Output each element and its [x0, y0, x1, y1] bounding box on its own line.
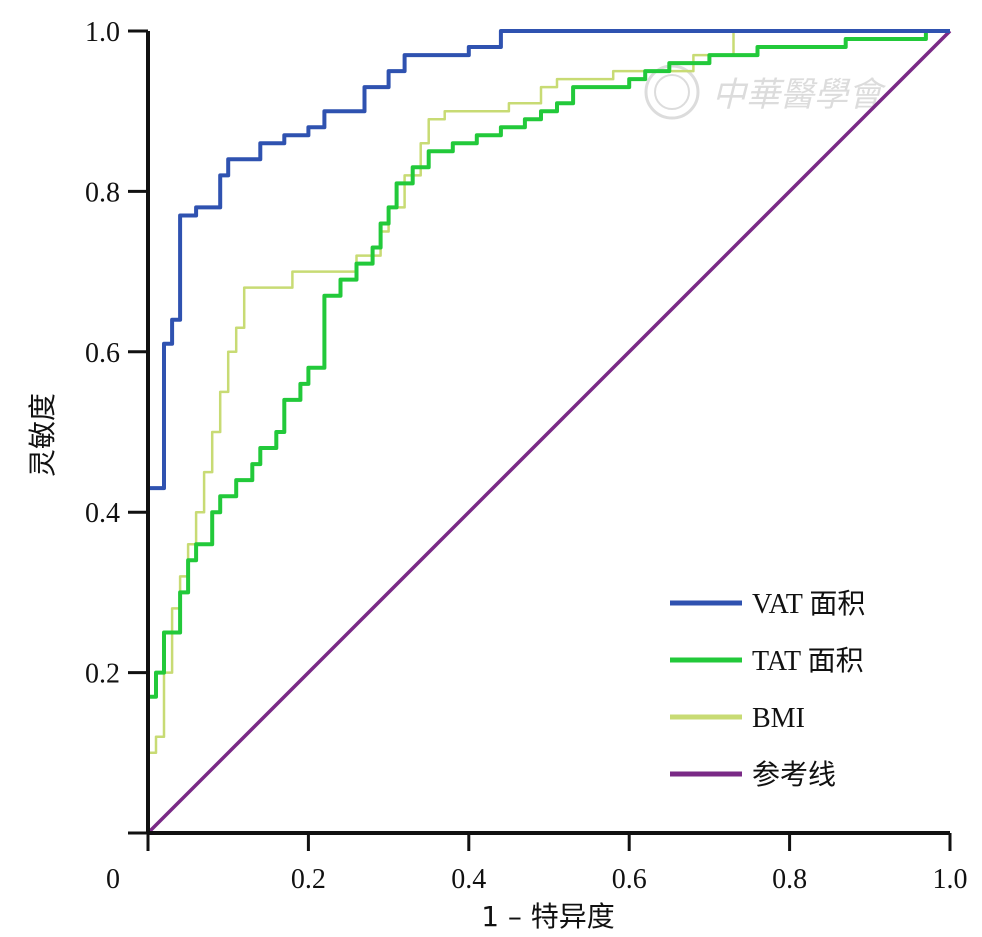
y-tick-label: 1.0	[85, 17, 120, 48]
axes: 0 0.2 0.4 0.6 0.8 1.0 0.2 0.4 0.6 0.8 1.0	[85, 17, 968, 895]
y-axis-title: 灵敏度	[26, 393, 59, 477]
series-line-1	[146, 29, 950, 833]
series-line-0	[146, 29, 950, 833]
legend-label: TAT 面积	[752, 646, 864, 677]
y-tick-label: 0.2	[85, 659, 120, 690]
y-tick-label: 0.4	[85, 498, 120, 529]
series-line-2	[146, 29, 950, 833]
x-axis-title: 1 – 特异度	[481, 900, 615, 933]
legend-label: VAT 面积	[752, 589, 865, 620]
y-tick-label: 0.8	[85, 177, 120, 208]
plot-area	[146, 29, 952, 835]
watermark-seal-inner	[654, 74, 690, 110]
x-tick-label: 0.2	[291, 864, 326, 895]
x-tick-label: 0.8	[772, 864, 807, 895]
legend-label: 参考线	[752, 759, 836, 791]
watermark-seal	[644, 64, 700, 120]
x-tick-label: 0.6	[612, 864, 647, 895]
legend: VAT 面积 TAT 面积 BMI 参考线	[670, 589, 865, 791]
x-tick-label: 1.0	[933, 864, 968, 895]
x-tick-label: 0	[106, 864, 120, 895]
y-tick-label: 0.6	[85, 338, 120, 369]
watermark-text: 中華醫學會	[712, 75, 887, 115]
watermark: 中華醫學會	[644, 64, 887, 120]
legend-label: BMI	[752, 703, 805, 734]
series-line-3	[146, 29, 952, 835]
x-tick-label: 0.4	[451, 864, 486, 895]
